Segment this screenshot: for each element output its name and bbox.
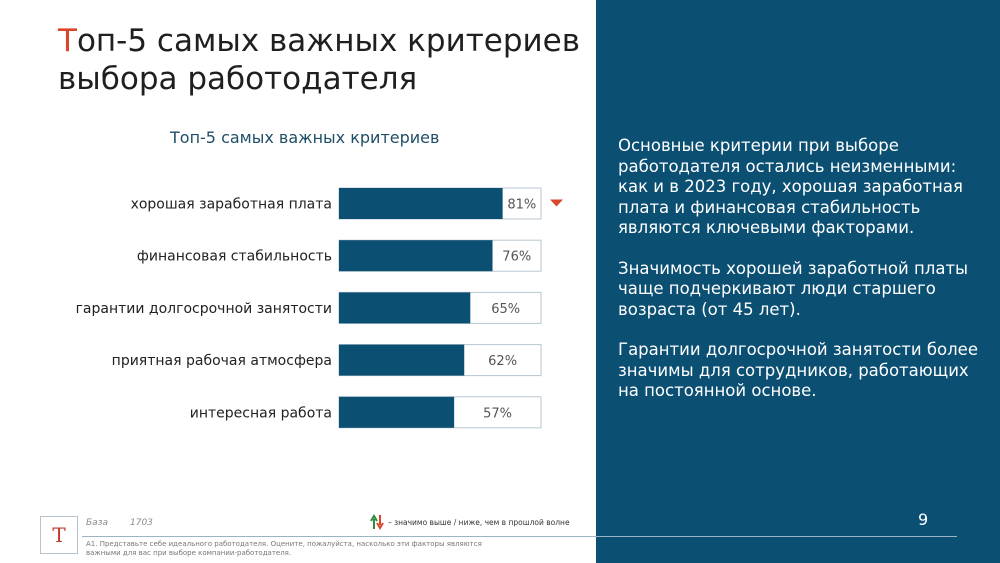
arrow-down-icon	[376, 515, 384, 530]
page-number: 9	[918, 510, 929, 529]
base-label: База	[86, 518, 108, 528]
arrow-up-icon	[370, 514, 378, 529]
bar-chart: хорошая заработная плата 81% финансовая ст…	[76, 187, 563, 429]
bar	[339, 292, 471, 324]
bar	[339, 188, 503, 219]
title-rest: оп-5 самых важных критериев выбора работ…	[58, 23, 581, 97]
data-label: 76%	[502, 250, 531, 265]
page-title: Топ-5 самых важных критериев выбора рабо…	[58, 22, 598, 98]
summary-text: Основные критерии при выборе работодател…	[618, 136, 988, 422]
logo-icon: Т	[40, 516, 78, 554]
bar	[339, 344, 465, 376]
footer-divider	[82, 536, 957, 537]
bar	[339, 240, 493, 272]
category-label: гарантии долгосрочной занятости	[76, 301, 332, 317]
summary-paragraph-2: Значимость хорошей заработной платы чаще…	[618, 258, 969, 319]
category-label: приятная рабочая атмосфера	[112, 353, 332, 369]
data-label: 81%	[507, 198, 536, 213]
summary-paragraph-1: Основные критерии при выборе работодател…	[618, 136, 963, 237]
right-panel	[596, 0, 1000, 563]
down-arrow-icon	[550, 199, 563, 207]
category-label: финансовая стабильность	[137, 249, 332, 265]
significance-arrows-icon	[370, 514, 384, 530]
bar	[339, 396, 455, 428]
category-label: интересная работа	[190, 405, 332, 421]
data-label: 65%	[491, 302, 520, 317]
summary-paragraph-3: Гарантии долгосрочной занятости более зн…	[618, 340, 978, 400]
data-label: 57%	[483, 406, 512, 421]
data-label: 62%	[488, 354, 517, 369]
footnote: A1. Представьте себе идеального работода…	[86, 540, 482, 557]
title-first-letter: Т	[58, 23, 77, 59]
chart-title: Топ-5 самых важных критериев	[170, 128, 440, 147]
base-value: 1703	[130, 518, 153, 528]
legend-text: – значимо выше / ниже, чем в прошлой вол…	[388, 518, 570, 527]
category-label: хорошая заработная плата	[131, 197, 332, 213]
